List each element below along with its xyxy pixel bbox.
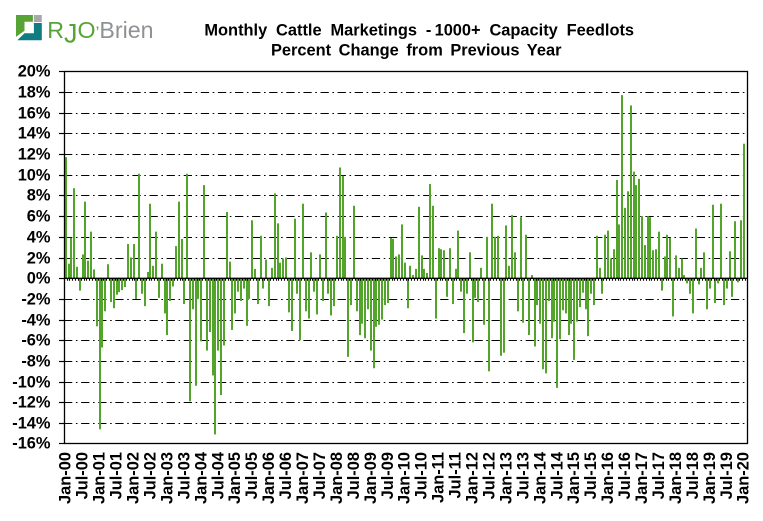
svg-text:16%: 16%	[18, 105, 51, 123]
svg-text:Jul-05: Jul-05	[243, 452, 261, 499]
svg-text:Jul-18: Jul-18	[684, 452, 702, 499]
svg-text:Jul-07: Jul-07	[311, 452, 329, 499]
svg-text:Jul-13: Jul-13	[514, 452, 532, 499]
svg-text:Jan-06: Jan-06	[260, 452, 278, 504]
svg-text:Jan-07: Jan-07	[294, 452, 312, 504]
svg-text:Jan-03: Jan-03	[158, 452, 176, 504]
svg-text:Jan-10: Jan-10	[396, 452, 414, 504]
svg-text:20%: 20%	[18, 63, 51, 81]
svg-text:-14%: -14%	[12, 415, 51, 433]
svg-text:4%: 4%	[27, 229, 51, 247]
svg-text:Jul-10: Jul-10	[413, 452, 431, 499]
svg-text:Jul-16: Jul-16	[616, 452, 634, 499]
svg-text:Jan-09: Jan-09	[362, 452, 380, 504]
svg-text:Percent Change from Previous Y: Percent Change from Previous Year	[271, 41, 562, 59]
svg-text:Jul-08: Jul-08	[345, 452, 363, 499]
svg-text:Jan-13: Jan-13	[497, 452, 515, 504]
svg-text:Jan-11: Jan-11	[430, 452, 448, 503]
svg-text:-8%: -8%	[21, 353, 51, 371]
svg-text:10%: 10%	[18, 167, 51, 185]
svg-text:Jul-06: Jul-06	[277, 452, 295, 499]
svg-text:Jan-08: Jan-08	[328, 452, 346, 504]
svg-text:Jan-12: Jan-12	[464, 452, 482, 504]
svg-text:Jan-20: Jan-20	[735, 452, 753, 504]
svg-text:Jul-01: Jul-01	[108, 452, 126, 499]
svg-text:Jul-19: Jul-19	[718, 452, 736, 499]
svg-text:-2%: -2%	[21, 291, 51, 309]
svg-text:Jul-00: Jul-00	[74, 452, 92, 499]
svg-text:-6%: -6%	[21, 332, 51, 350]
svg-text:14%: 14%	[18, 125, 51, 143]
svg-text:6%: 6%	[27, 208, 51, 226]
svg-text:Jan-16: Jan-16	[599, 452, 617, 504]
svg-text:Jan-14: Jan-14	[531, 451, 549, 504]
svg-text:Jul-12: Jul-12	[480, 452, 498, 499]
svg-text:0%: 0%	[27, 270, 51, 288]
svg-text:Jan-02: Jan-02	[125, 452, 143, 504]
svg-text:2%: 2%	[27, 250, 51, 268]
svg-text:Jan-04: Jan-04	[192, 451, 210, 504]
svg-text:Jan-18: Jan-18	[667, 452, 685, 504]
svg-text:Jan-01: Jan-01	[91, 452, 109, 504]
svg-text:-16%: -16%	[12, 435, 51, 453]
svg-text:Jul-03: Jul-03	[175, 452, 193, 499]
svg-text:18%: 18%	[18, 84, 51, 102]
svg-text:8%: 8%	[27, 187, 51, 205]
svg-text:Jan-05: Jan-05	[226, 452, 244, 504]
svg-text:Jan-00: Jan-00	[57, 452, 75, 504]
svg-text:Jan-17: Jan-17	[633, 452, 651, 504]
svg-text:-12%: -12%	[12, 394, 51, 412]
svg-text:Monthly Cattle Marketings - 10: Monthly Cattle Marketings - 1000+ Capaci…	[204, 21, 634, 39]
svg-text:Jul-17: Jul-17	[650, 452, 668, 499]
svg-text:Jul-04: Jul-04	[209, 451, 227, 499]
svg-text:Jul-09: Jul-09	[379, 452, 397, 499]
svg-text:Jul-14: Jul-14	[548, 451, 566, 499]
svg-text:Jan-19: Jan-19	[701, 452, 719, 504]
svg-text:-10%: -10%	[12, 374, 51, 392]
svg-text:12%: 12%	[18, 146, 51, 164]
svg-text:Jul-15: Jul-15	[582, 452, 600, 499]
svg-text:Jan-15: Jan-15	[565, 452, 583, 504]
svg-text:Jul-02: Jul-02	[141, 452, 159, 499]
svg-text:-4%: -4%	[21, 312, 51, 330]
svg-text:RJO’Brien: RJO’Brien	[47, 17, 153, 49]
svg-text:Jul-11: Jul-11	[447, 452, 465, 498]
